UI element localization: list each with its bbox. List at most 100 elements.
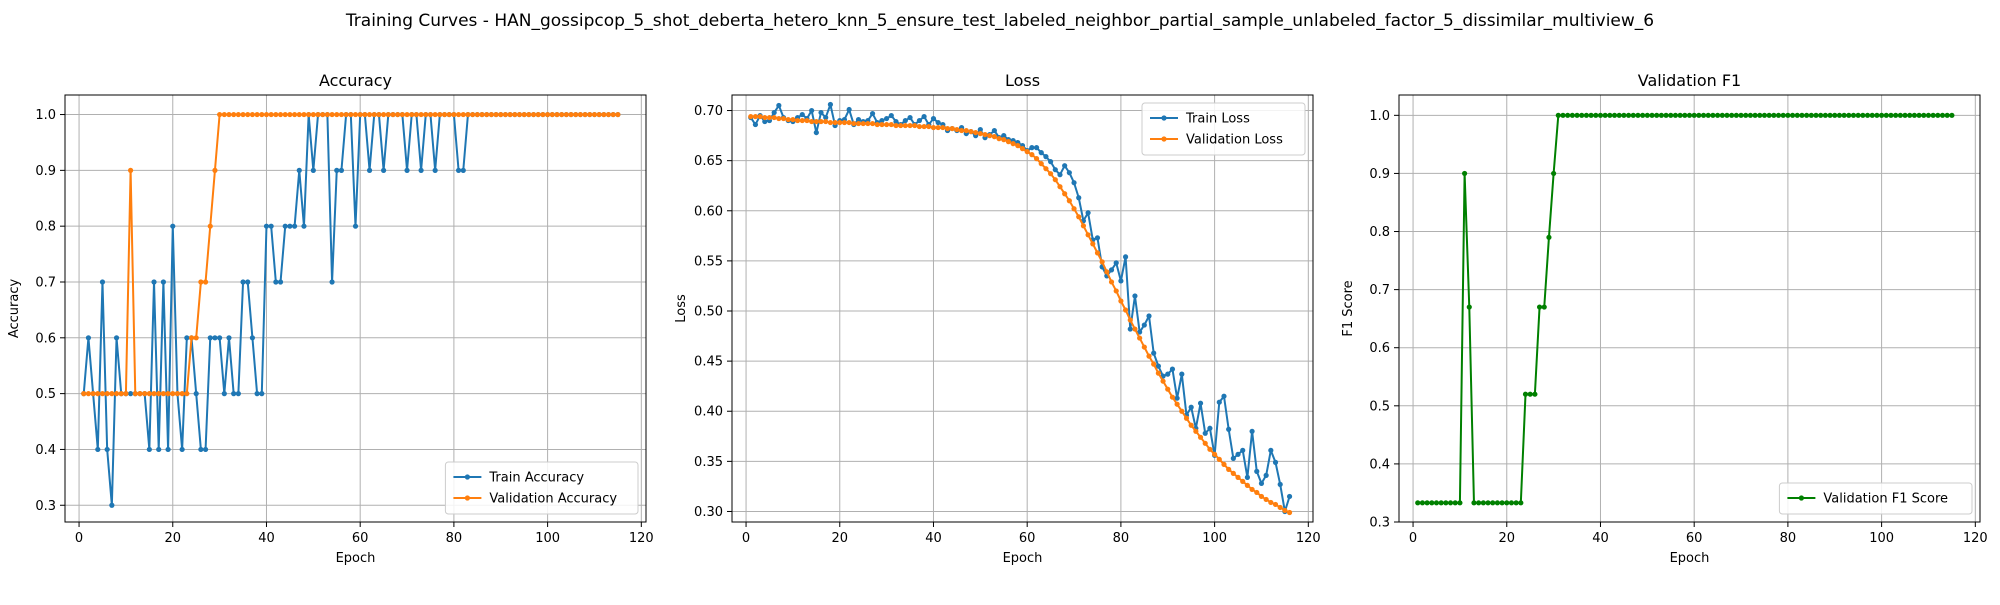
data-point [1691, 112, 1697, 118]
data-point [1258, 493, 1265, 500]
data-point [1462, 170, 1468, 177]
data-point [804, 117, 810, 124]
data-point [409, 111, 415, 118]
data-point [1258, 480, 1265, 487]
data-point [615, 111, 621, 118]
data-point [179, 446, 185, 453]
data-point [554, 111, 560, 118]
data-point [1174, 395, 1180, 401]
data-point [1630, 112, 1636, 118]
data-point [1710, 112, 1716, 118]
legend-box [444, 461, 639, 515]
data-point [1902, 112, 1908, 118]
data-point [1827, 112, 1833, 118]
y-tick-label: 0.30 [694, 505, 723, 520]
data-point [156, 391, 162, 397]
data-point [1476, 500, 1482, 506]
data-point [799, 117, 805, 124]
subplot-title: Loss [1005, 71, 1040, 90]
data-point [1122, 254, 1129, 260]
x-tick-label: 80 [446, 531, 463, 546]
data-point [893, 122, 899, 129]
data-point [1527, 391, 1533, 397]
data-point [1443, 500, 1449, 506]
data-point [1471, 500, 1477, 506]
data-point [1654, 112, 1660, 118]
data-point [1122, 307, 1129, 313]
data-point [202, 279, 209, 285]
data-point [1165, 386, 1171, 392]
data-point [1015, 143, 1021, 149]
data-point [1724, 112, 1730, 118]
data-point [273, 111, 279, 118]
data-point [1179, 408, 1185, 414]
data-point [809, 118, 815, 125]
legend-label: Train Accuracy [488, 471, 584, 486]
data-point [306, 111, 312, 118]
data-point [907, 122, 913, 129]
data-point [385, 111, 391, 118]
data-point [404, 167, 410, 173]
x-tick-label: 60 [1686, 531, 1703, 546]
data-point [1132, 326, 1138, 332]
data-point [338, 111, 345, 118]
data-point [1240, 447, 1246, 453]
data-point [1860, 112, 1866, 118]
data-point [151, 279, 157, 285]
y-axis-label: F1 Score [1341, 280, 1356, 336]
data-point [1700, 112, 1707, 118]
data-point [813, 129, 819, 136]
data-point [1794, 112, 1800, 118]
data-point [1151, 361, 1157, 367]
data-point [1813, 112, 1819, 118]
data-point [1490, 500, 1496, 506]
data-point [1818, 112, 1824, 118]
data-point [827, 119, 834, 126]
data-point [1254, 468, 1260, 474]
data-point [1277, 504, 1283, 511]
data-point [1146, 313, 1152, 319]
data-point [1536, 304, 1543, 310]
data-point [263, 223, 270, 229]
x-tick-label: 100 [535, 531, 560, 546]
data-point [1752, 112, 1758, 118]
data-point [1029, 145, 1035, 151]
data-point [752, 113, 759, 120]
data-point [1419, 500, 1426, 506]
x-tick-label: 40 [925, 531, 942, 546]
data-point [757, 113, 763, 120]
data-point [1197, 434, 1204, 440]
data-point [226, 335, 232, 341]
data-point [1438, 500, 1444, 506]
data-point [1197, 400, 1204, 406]
data-point [1855, 112, 1861, 118]
data-point [545, 111, 551, 118]
data-point [958, 127, 965, 134]
y-tick-label: 0.5 [1369, 399, 1390, 414]
data-point [1565, 112, 1571, 118]
data-point [944, 125, 951, 132]
data-point [869, 110, 876, 117]
data-point [1864, 112, 1871, 118]
data-point [451, 111, 457, 118]
data-point [1808, 112, 1814, 118]
data-point [479, 111, 485, 118]
data-point [1424, 500, 1430, 506]
data-point [287, 111, 293, 118]
data-point [1621, 112, 1627, 118]
data-point [1799, 112, 1805, 118]
data-point [1532, 391, 1538, 397]
data-point [212, 167, 218, 173]
data-point [1216, 399, 1222, 405]
data-point [790, 116, 796, 123]
y-tick-label: 0.5 [35, 387, 56, 402]
data-point [502, 111, 509, 118]
data-point [1433, 500, 1440, 506]
data-point [1043, 166, 1049, 172]
data-point [198, 279, 204, 285]
y-axis-label: Loss [674, 294, 689, 323]
data-point [427, 111, 434, 118]
data-point [1038, 161, 1044, 167]
data-point [1141, 344, 1147, 350]
x-tick-label: 40 [1592, 531, 1609, 546]
